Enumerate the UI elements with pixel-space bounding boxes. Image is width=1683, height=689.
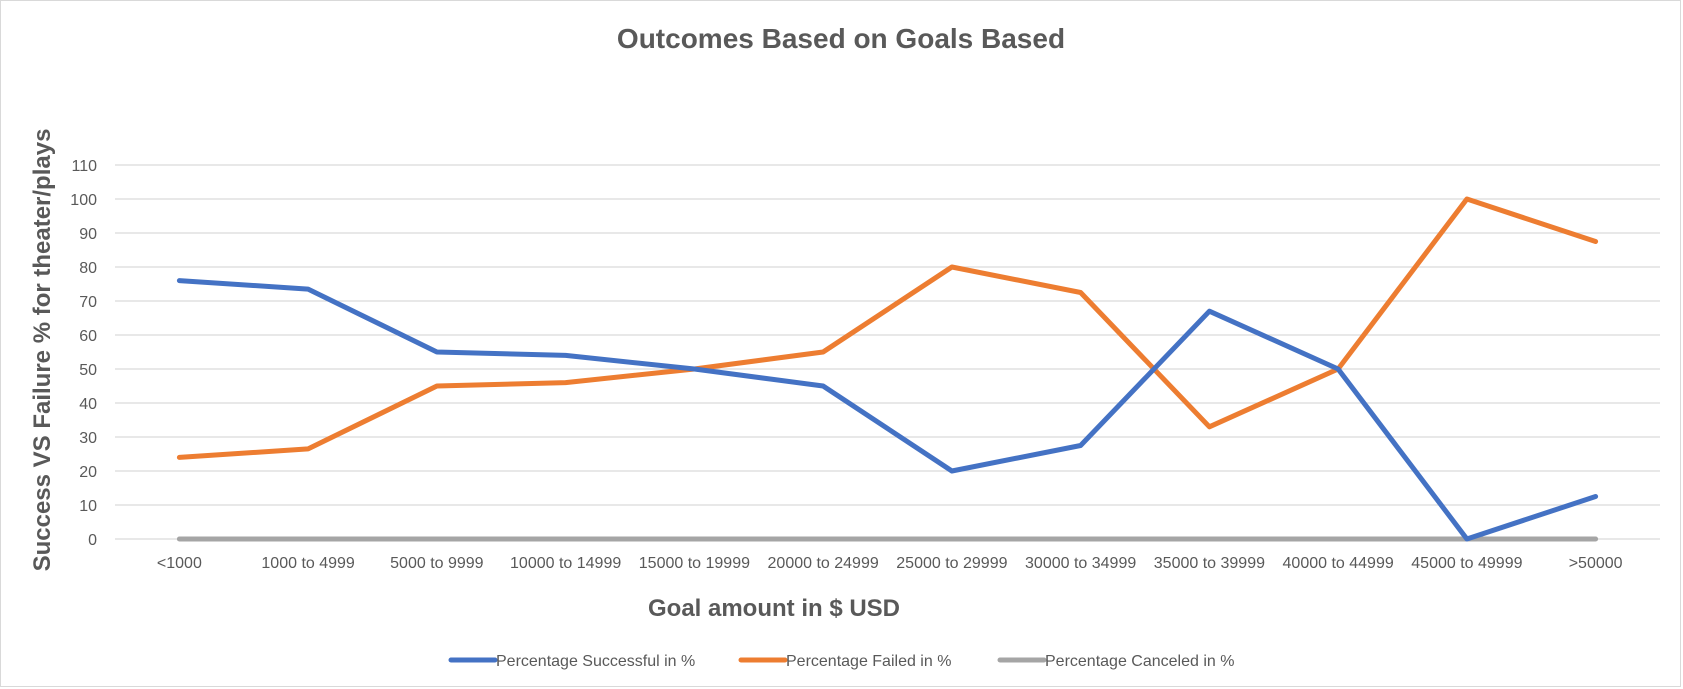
gridlines (115, 164, 1660, 540)
chart-title: Outcomes Based on Goals Based (617, 23, 1065, 54)
x-axis-title: Goal amount in $ USD (648, 595, 900, 622)
x-tick-label: <1000 (157, 555, 202, 572)
y-tick-label: 110 (71, 158, 97, 175)
y-tick-label: 90 (79, 226, 97, 243)
y-axis-title: Success VS Failure % for theater/plays (29, 129, 56, 572)
series-line-1 (176, 278, 1599, 542)
y-tick-label: 10 (79, 498, 97, 515)
y-tick-label: 30 (79, 430, 97, 447)
y-tick-label: 70 (79, 294, 97, 311)
x-tick-label: 40000 to 44999 (1283, 555, 1394, 572)
y-tick-label: 60 (79, 328, 97, 345)
x-axis-ticks: <1000 1000 to 4999 5000 to 9999 10000 to 14… (157, 555, 1623, 572)
x-tick-label: 35000 to 39999 (1154, 555, 1265, 572)
series-line-2 (176, 196, 1599, 460)
x-tick-label: >50000 (1569, 555, 1623, 572)
x-tick-label: 1000 to 4999 (261, 555, 355, 572)
x-tick-label: 20000 to 24999 (768, 555, 879, 572)
y-tick-label: 0 (88, 532, 97, 549)
y-axis-ticks: 0 10 20 30 40 50 60 70 80 90 100 110 (70, 158, 97, 549)
y-tick-label: 80 (79, 260, 97, 277)
x-tick-label: 25000 to 29999 (896, 555, 1007, 572)
series-lines (176, 196, 1599, 542)
x-tick-label: 15000 to 19999 (639, 555, 750, 572)
legend: Percentage Successful in % Percentage Fai… (448, 653, 1234, 670)
legend-label: Percentage Failed in % (786, 653, 951, 670)
x-tick-label: 5000 to 9999 (390, 555, 484, 572)
y-tick-label: 20 (79, 464, 97, 481)
y-tick-label: 100 (70, 192, 97, 209)
y-tick-label: 40 (79, 396, 97, 413)
x-tick-label: 30000 to 34999 (1025, 555, 1136, 572)
legend-label: Percentage Successful in % (496, 653, 695, 670)
x-tick-label: 10000 to 14999 (510, 555, 621, 572)
legend-label: Percentage Canceled in % (1045, 653, 1234, 670)
x-tick-label: 45000 to 49999 (1411, 555, 1522, 572)
y-tick-label: 50 (79, 362, 97, 379)
